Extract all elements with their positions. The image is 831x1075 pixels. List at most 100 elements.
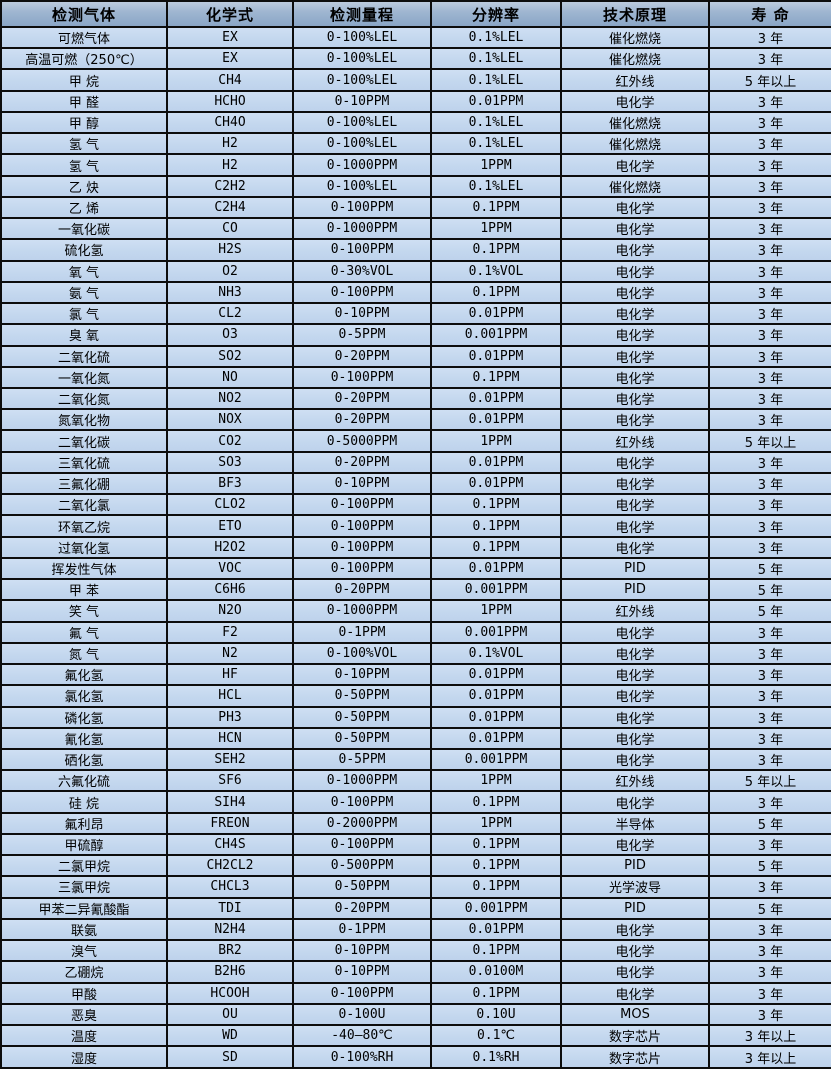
cell-resolution: 0.01PPM [430,450,562,474]
cell-lifespan: 5 年 [708,811,831,835]
cell-principle: 电化学 [560,705,710,729]
cell-principle: 电化学 [560,493,710,517]
cell-gas: 一氧化碳 [0,217,168,241]
table-row: 氯化氢 HCL 0-50PPM 0.01PPM 电化学 3 年 [0,684,831,708]
cell-resolution: 0.1PPM [430,832,562,857]
cell-formula: HCN [166,726,294,750]
cell-resolution: 0.1PPM [430,790,562,814]
cell-gas: 氮氧化物 [0,408,168,432]
cell-formula: B2H6 [166,960,294,984]
table-row: 甲 醇 CH4O 0-100%LEL 0.1%LEL 催化燃烧 3 年 [0,110,831,135]
cell-formula: SO2 [166,344,294,368]
cell-resolution: 0.1%LEL [430,174,562,198]
cell-principle: 电化学 [560,535,710,559]
cell-lifespan: 3 年 [708,89,831,113]
cell-formula: CH4O [166,110,294,135]
cell-principle: 催化燃烧 [560,132,710,156]
cell-gas: 硫化氢 [0,238,168,262]
cell-resolution: 0.1%VOL [430,641,562,666]
cell-gas: 氟利昂 [0,811,168,835]
table-row: 乙硼烷 B2H6 0-10PPM 0.0100M 电化学 3 年 [0,960,831,984]
cell-gas: 氰化氢 [0,726,168,750]
cell-principle: 电化学 [560,195,710,220]
cell-lifespan: 3 年 [708,408,831,432]
cell-gas: 六氟化硫 [0,769,168,793]
cell-gas: 甲酸 [0,981,168,1005]
cell-range: 0-2000PPM [292,811,432,835]
cell-range: 0-1000PPM [292,217,432,241]
cell-resolution: 0.1%LEL [430,110,562,135]
cell-resolution: 0.1%RH [430,1045,562,1069]
cell-resolution: 0.01PPM [430,302,562,326]
cell-range: 0-100PPM [292,832,432,857]
cell-resolution: 0.1%VOL [430,259,562,283]
cell-range: 0-10PPM [292,939,432,963]
cell-formula: TDI [166,896,294,920]
column-header-resolution: 分辨率 [430,0,562,28]
cell-range: 0-100%LEL [292,47,432,71]
cell-range: 0-100PPM [292,556,432,581]
cell-principle: 半导体 [560,811,710,835]
cell-resolution: 0.1PPM [430,514,562,538]
cell-principle: 电化学 [560,960,710,984]
cell-gas: 甲 烷 [0,68,168,92]
cell-range: 0-10PPM [292,471,432,496]
cell-gas: 氧 气 [0,259,168,283]
table-row: 二氧化氯 CLO2 0-100PPM 0.1PPM 电化学 3 年 [0,493,831,517]
cell-lifespan: 3 年 [708,153,831,177]
cell-formula: H2 [166,153,294,177]
cell-resolution: 0.01PPM [430,386,562,411]
cell-principle: 电化学 [560,790,710,814]
cell-range: 0-100%LEL [292,110,432,135]
cell-resolution: 0.0100M [430,960,562,984]
cell-lifespan: 3 年 [708,132,831,156]
cell-resolution: 0.01PPM [430,408,562,432]
cell-formula: O3 [166,323,294,347]
cell-gas: 甲硫醇 [0,832,168,857]
cell-gas: 甲 苯 [0,578,168,602]
cell-gas: 乙 烯 [0,195,168,220]
cell-gas: 甲 醇 [0,110,168,135]
cell-gas: 硒化氢 [0,747,168,772]
table-row: 二氧化硫 SO2 0-20PPM 0.01PPM 电化学 3 年 [0,344,831,368]
cell-principle: PID [560,896,710,920]
cell-resolution: 0.01PPM [430,684,562,708]
cell-principle: 电化学 [560,620,710,644]
table-row: 甲 醛 HCHO 0-10PPM 0.01PPM 电化学 3 年 [0,89,831,113]
cell-principle: 红外线 [560,429,710,453]
cell-lifespan: 3 年 [708,960,831,984]
cell-gas: 二氧化硫 [0,344,168,368]
cell-principle: 电化学 [560,365,710,389]
cell-formula: H2O2 [166,535,294,559]
cell-range: 0-100PPM [292,195,432,220]
cell-gas: 联氨 [0,917,168,942]
cell-formula: NOX [166,408,294,432]
cell-range: 0-100PPM [292,493,432,517]
cell-formula: CH4S [166,832,294,857]
cell-lifespan: 3 年 [708,790,831,814]
cell-formula: C2H4 [166,195,294,220]
table-row: 联氨 N2H4 0-1PPM 0.01PPM 电化学 3 年 [0,917,831,942]
cell-resolution: 0.001PPM [430,896,562,920]
cell-gas: 氟 气 [0,620,168,644]
cell-range: 0-100PPM [292,238,432,262]
cell-resolution: 0.1PPM [430,854,562,878]
cell-formula: HF [166,663,294,687]
cell-lifespan: 3 年 [708,663,831,687]
cell-principle: 电化学 [560,386,710,411]
cell-formula: OU [166,1002,294,1027]
table-row: 硅 烷 SIH4 0-100PPM 0.1PPM 电化学 3 年 [0,790,831,814]
cell-formula: H2 [166,132,294,156]
cell-gas: 可燃气体 [0,25,168,50]
cell-lifespan: 3 年 [708,217,831,241]
cell-formula: NO2 [166,386,294,411]
cell-formula: ETO [166,514,294,538]
cell-principle: 催化燃烧 [560,47,710,71]
cell-formula: HCL [166,684,294,708]
cell-gas: 温度 [0,1024,168,1048]
cell-gas: 二氧化碳 [0,429,168,453]
cell-lifespan: 3 年 [708,875,831,899]
cell-gas: 高温可燃（250℃） [0,47,168,71]
cell-principle: 电化学 [560,217,710,241]
